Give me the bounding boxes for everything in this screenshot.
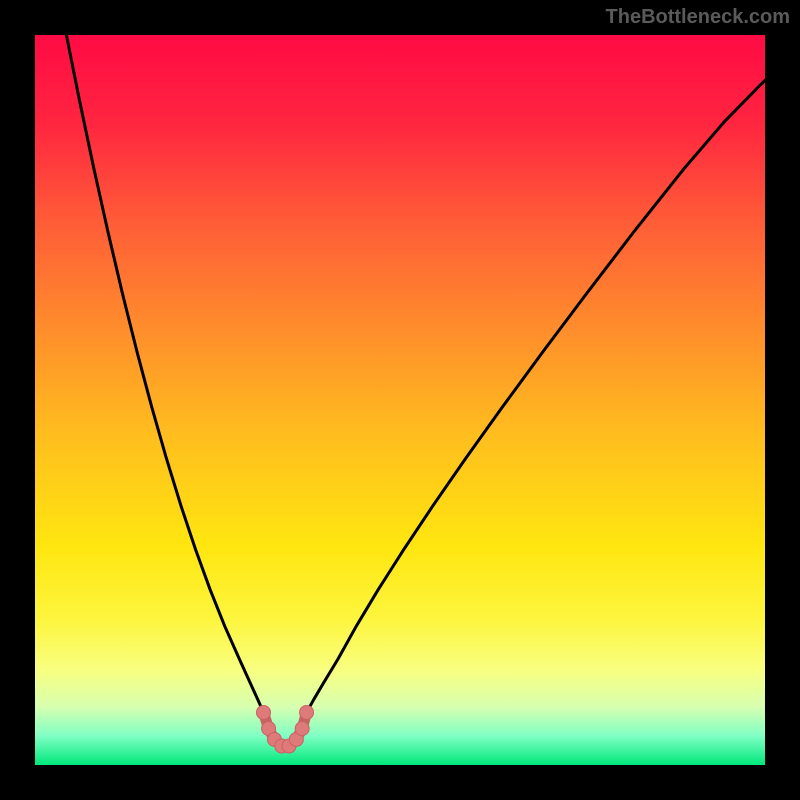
plot-area [35, 35, 765, 765]
figure-root: TheBottleneck.com [0, 0, 800, 800]
watermark-text: TheBottleneck.com [606, 6, 790, 29]
gradient-background [35, 35, 765, 765]
